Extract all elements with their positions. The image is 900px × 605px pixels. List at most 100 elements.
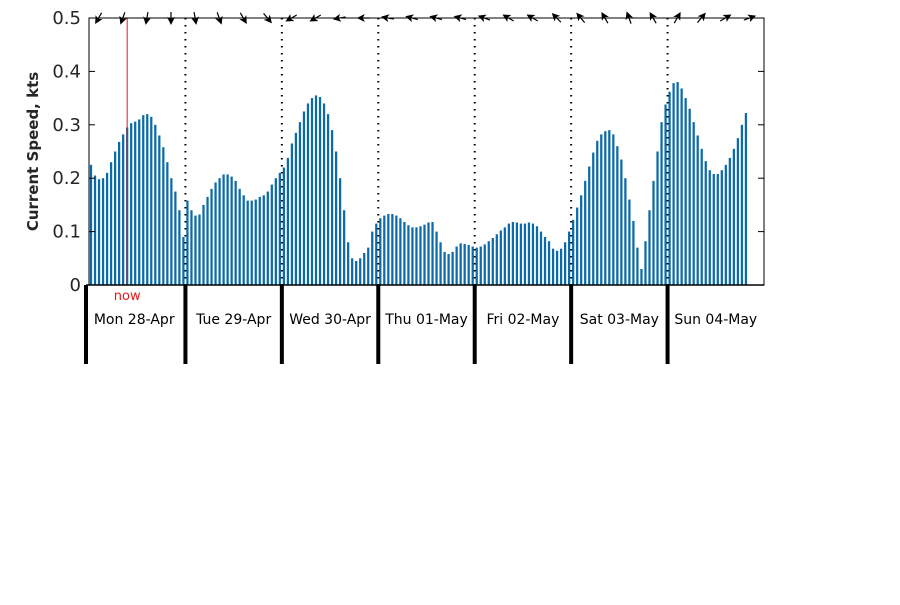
day-axis: Mon 28-Apr Tue 29-Apr Wed 30-Apr Thu 01-May… — [84, 284, 764, 364]
speed-bar — [612, 134, 615, 285]
speed-bar — [740, 124, 744, 285]
speed-bar — [182, 236, 185, 285]
day-label: Fri 02-May — [486, 312, 559, 328]
speed-bar — [270, 184, 273, 285]
speed-bar — [455, 246, 458, 285]
speed-bar — [234, 180, 237, 285]
speed-bar — [724, 164, 727, 285]
direction-arrow-icon — [405, 14, 418, 23]
speed-bar — [459, 243, 462, 285]
speed-bar — [290, 143, 294, 285]
speed-bar — [471, 246, 474, 285]
speed-bar — [186, 200, 189, 285]
speed-bar — [258, 196, 261, 285]
direction-arrow-icon — [285, 14, 297, 22]
speed-bar — [146, 114, 149, 286]
speed-bar — [138, 119, 141, 286]
direction-arrow-icon — [719, 14, 732, 22]
direction-arrow-icon — [743, 14, 757, 23]
speed-bar — [732, 148, 735, 285]
speed-bar — [712, 173, 715, 285]
speed-bar — [503, 227, 506, 285]
speed-bar — [624, 178, 627, 285]
speed-bar — [178, 210, 181, 285]
speed-bar — [330, 130, 334, 285]
speed-bar — [363, 252, 366, 285]
speed-bar — [620, 159, 623, 285]
speed-bar — [720, 170, 723, 285]
speed-bar — [109, 162, 113, 285]
speed-bar — [636, 247, 639, 285]
speed-bar — [266, 191, 269, 285]
speed-bar — [483, 244, 486, 285]
speed-bar — [282, 167, 285, 285]
day-label: Mon 28-Apr — [94, 312, 175, 328]
speed-bar — [443, 251, 446, 285]
speed-bar — [174, 191, 177, 285]
speed-bar — [451, 251, 454, 285]
y-tick-label: 0.1 — [52, 222, 81, 243]
speed-bar — [539, 231, 543, 285]
speed-bar — [238, 188, 241, 285]
speed-bar — [334, 151, 338, 285]
speed-bar — [588, 166, 591, 285]
direction-arrow-icon — [696, 12, 706, 23]
speed-bar — [559, 248, 563, 285]
speed-bar — [162, 147, 165, 285]
speed-bar — [580, 195, 583, 285]
speed-bar — [170, 178, 173, 285]
day-label: Wed 30-Apr — [289, 312, 371, 328]
speed-bar — [431, 221, 434, 285]
y-axis-ticks: 0 0.1 0.2 0.3 0.4 0.5 — [52, 8, 764, 296]
speed-bar — [700, 148, 703, 285]
direction-arrow-icon — [576, 12, 586, 23]
direction-arrow-icon — [649, 11, 658, 24]
speed-bar — [286, 157, 290, 285]
speed-bar — [688, 108, 691, 285]
speed-bar — [230, 176, 233, 285]
direction-arrow-icon — [502, 14, 514, 22]
speed-bar — [158, 135, 161, 285]
speed-bar — [447, 254, 450, 285]
speed-bar — [672, 83, 675, 286]
speed-bar — [543, 236, 547, 285]
speed-bar — [395, 215, 398, 285]
speed-bar — [467, 244, 470, 285]
speed-bar — [254, 199, 257, 285]
speed-bar — [113, 151, 117, 285]
speed-bar — [318, 97, 322, 285]
speed-bar — [708, 170, 711, 285]
speed-bar — [652, 180, 655, 285]
day-label: Tue 29-Apr — [195, 312, 271, 328]
speed-bar — [572, 219, 575, 285]
speed-bar — [150, 116, 153, 285]
direction-arrow-icon — [673, 11, 681, 24]
direction-arrow-icon — [625, 11, 634, 24]
speed-bar — [551, 248, 555, 285]
speed-bar — [519, 223, 523, 285]
y-tick-label: 0.5 — [52, 8, 81, 29]
speed-bar — [511, 221, 515, 285]
speed-bar — [568, 231, 571, 285]
y-tick-label: 0.4 — [52, 61, 81, 82]
speed-bar — [218, 178, 221, 285]
y-tick-label: 0.2 — [52, 168, 81, 189]
direction-arrow-icon — [429, 14, 443, 23]
speed-bar — [222, 174, 225, 285]
speed-bar — [407, 225, 410, 285]
speed-bar — [608, 130, 611, 285]
plot-frame — [88, 17, 765, 286]
speed-bar — [399, 218, 402, 285]
direction-arrow-icon — [453, 14, 467, 23]
speed-bar — [134, 121, 137, 285]
direction-arrow-icon — [381, 14, 394, 23]
speed-bar — [338, 178, 342, 285]
speed-bar — [383, 215, 386, 285]
speed-bar — [692, 122, 695, 285]
speed-bar — [415, 227, 418, 285]
speed-bar — [359, 258, 362, 285]
speed-bar — [130, 123, 133, 285]
speed-bar — [194, 215, 197, 285]
speed-bar — [322, 103, 326, 285]
